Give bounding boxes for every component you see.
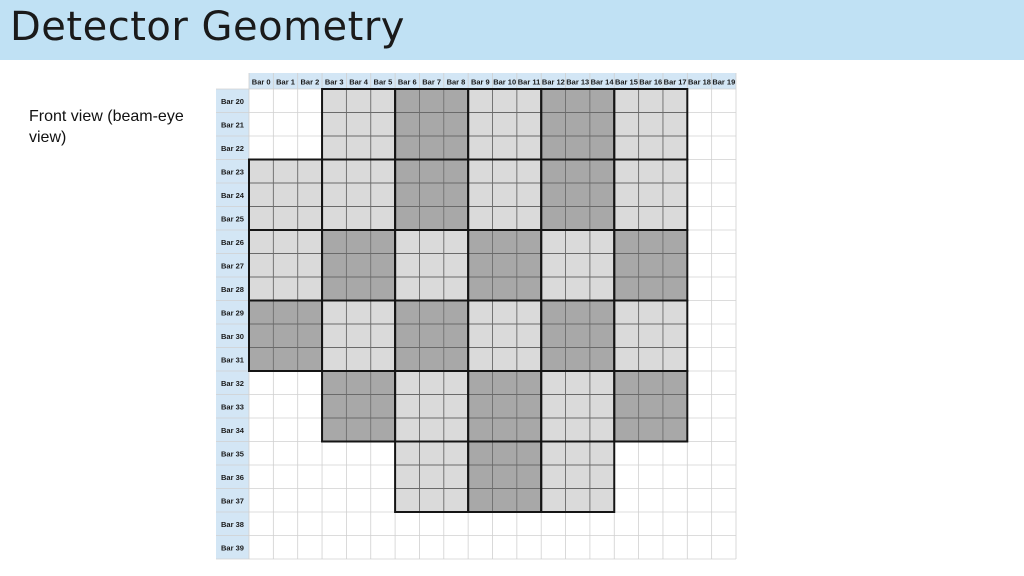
column-label: Bar 3 [325, 78, 344, 87]
column-label: Bar 11 [518, 78, 541, 87]
module-block-light [395, 441, 469, 512]
module-block-dark [614, 230, 688, 301]
module-block-light [468, 159, 542, 230]
row-label: Bar 26 [221, 238, 244, 247]
module-block-dark [468, 230, 542, 301]
module-block-dark [322, 230, 396, 301]
column-label: Bar 13 [566, 78, 589, 87]
column-label: Bar 2 [300, 78, 319, 87]
module-block-dark [395, 159, 469, 230]
column-label: Bar 9 [471, 78, 490, 87]
module-block-dark [468, 441, 542, 512]
row-label: Bar 32 [221, 379, 244, 388]
module-block-light [468, 89, 542, 160]
row-label: Bar 35 [221, 449, 244, 458]
row-label: Bar 25 [221, 214, 244, 223]
row-label: Bar 34 [221, 426, 245, 435]
module-block-dark [614, 371, 688, 442]
slide-title: Detector Geometry [10, 4, 405, 50]
column-label: Bar 4 [349, 78, 369, 87]
column-label: Bar 1 [276, 78, 295, 87]
module-block-dark [541, 300, 615, 371]
detector-grid: Bar 0 Bar 1 Bar 2 Bar 3 Bar 4 Bar 5 Bar 6 Bar 7… [216, 73, 737, 560]
row-label: Bar 33 [221, 402, 244, 411]
module-border [540, 440, 616, 513]
row-label: Bar 39 [221, 543, 244, 552]
row-label: Bar 20 [221, 97, 244, 106]
row-label: Bar 22 [221, 144, 244, 153]
module-block-light [541, 371, 615, 442]
column-label: Bar 0 [252, 78, 271, 87]
column-label: Bar 6 [398, 78, 417, 87]
column-label: Bar 10 [493, 78, 516, 87]
module-block-dark [541, 89, 615, 160]
module-block-dark [249, 300, 323, 371]
row-label: Bar 38 [221, 520, 244, 529]
column-label: Bar 15 [615, 78, 638, 87]
column-label: Bar 12 [542, 78, 565, 87]
title-bar: Detector Geometry [0, 0, 1024, 60]
module-block-light [541, 230, 615, 301]
column-label: Bar 16 [639, 78, 662, 87]
row-label: Bar 29 [221, 308, 244, 317]
column-label: Bar 8 [447, 78, 466, 87]
module-block-light [614, 300, 688, 371]
row-label: Bar 27 [221, 261, 244, 270]
column-label: Bar 18 [688, 78, 711, 87]
module-border [613, 370, 689, 443]
module-block-light [322, 89, 396, 160]
module-block-light [468, 300, 542, 371]
module-block-light [322, 300, 396, 371]
module-block-light [322, 159, 396, 230]
row-label: Bar 24 [221, 191, 245, 200]
row-label: Bar 31 [221, 355, 244, 364]
module-block-dark [395, 89, 469, 160]
row-label: Bar 37 [221, 496, 244, 505]
module-block-light [614, 89, 688, 160]
detector-grid-sheet: Bar 0 Bar 1 Bar 2 Bar 3 Bar 4 Bar 5 Bar 6 Bar 7… [216, 73, 778, 569]
module-block-dark [541, 159, 615, 230]
module-block-light [541, 441, 615, 512]
column-label: Bar 7 [422, 78, 441, 87]
column-label: Bar 5 [374, 78, 393, 87]
module-block-light [614, 159, 688, 230]
row-label: Bar 21 [221, 120, 244, 129]
module-block-light [249, 230, 323, 301]
module-block-dark [395, 300, 469, 371]
row-label: Bar 28 [221, 285, 244, 294]
module-block-light [395, 230, 469, 301]
column-label: Bar 17 [664, 78, 687, 87]
row-label: Bar 36 [221, 473, 244, 482]
row-label: Bar 23 [221, 167, 244, 176]
front-view-caption: Front view (beam-eye view) [29, 108, 184, 146]
column-label: Bar 14 [591, 78, 615, 87]
module-block-dark [468, 371, 542, 442]
module-block-light [395, 371, 469, 442]
module-block-light [249, 159, 323, 230]
row-label: Bar 30 [221, 332, 244, 341]
module-block-dark [322, 371, 396, 442]
column-label: Bar 19 [712, 78, 735, 87]
